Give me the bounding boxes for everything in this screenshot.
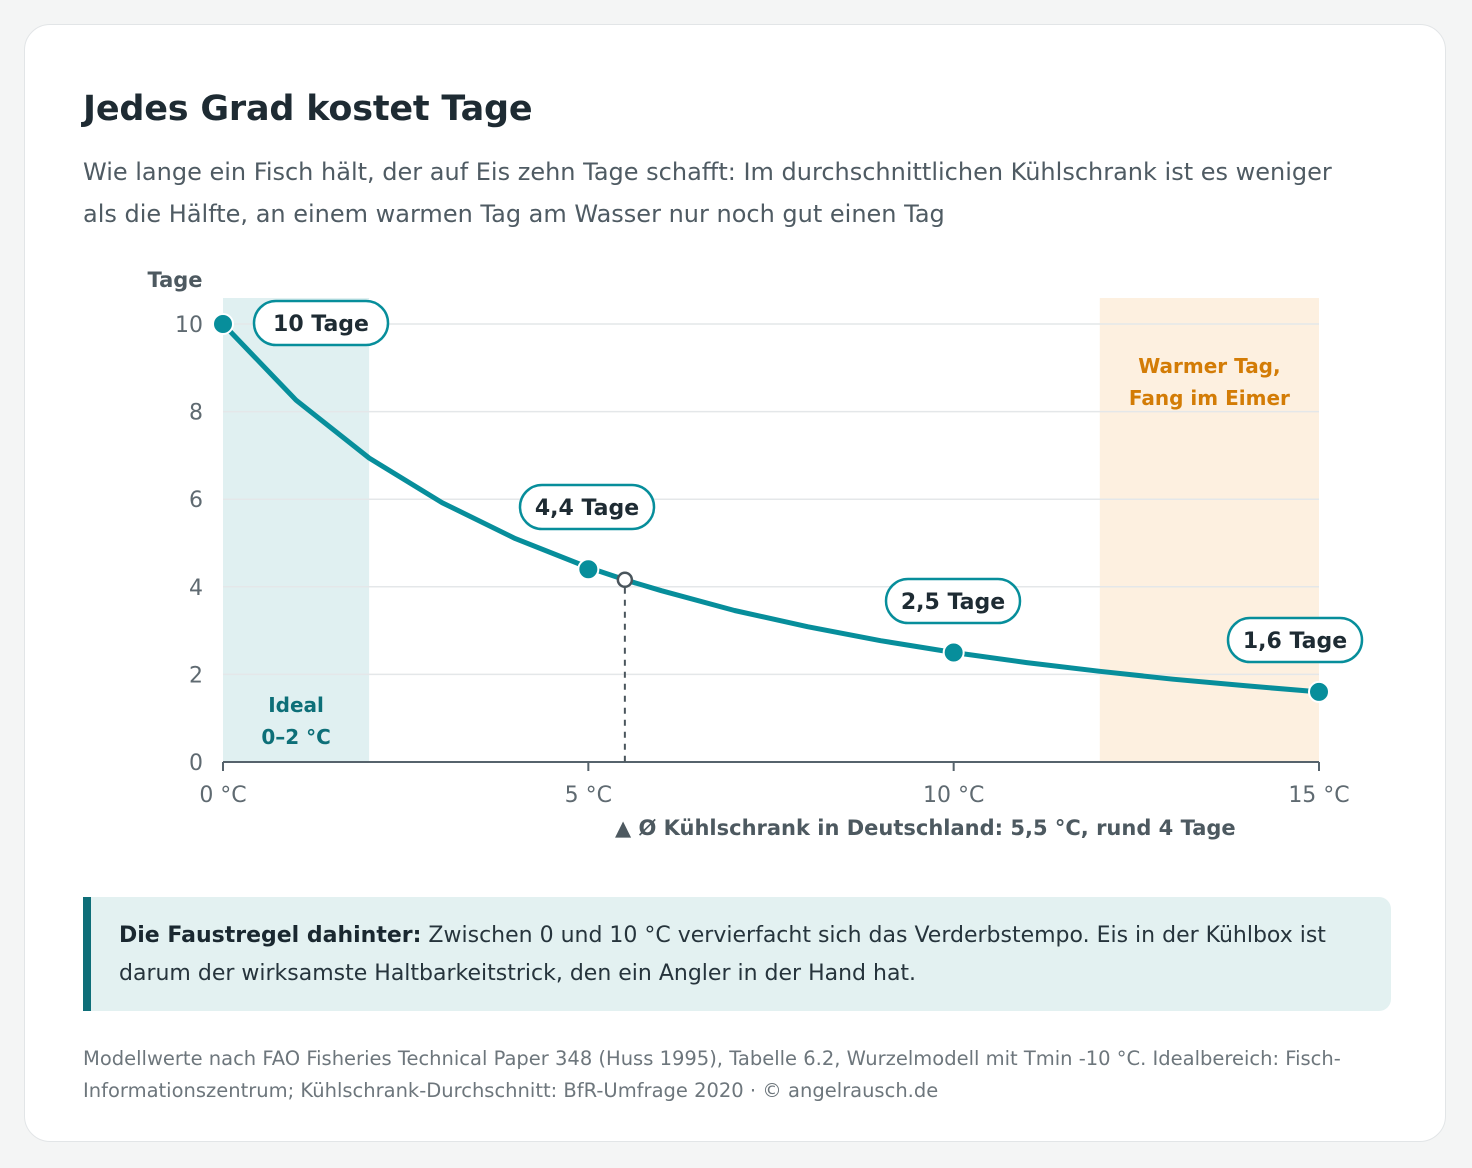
x-tick-label: 15 °C bbox=[1288, 783, 1349, 808]
data-point bbox=[1308, 680, 1330, 703]
x-tick-label: 0 °C bbox=[199, 783, 246, 808]
band-sublabel-ideal: 0–2 °C bbox=[261, 725, 330, 749]
data-point bbox=[942, 641, 965, 664]
y-tick-label: 4 bbox=[189, 576, 203, 601]
data-point bbox=[212, 313, 234, 335]
band-sublabel-warm: Fang im Eimer bbox=[1129, 386, 1290, 410]
data-point bbox=[577, 558, 600, 581]
y-tick-label: 6 bbox=[189, 488, 203, 513]
point-label-pill bbox=[518, 483, 656, 531]
x-tick-label: 5 °C bbox=[565, 783, 612, 808]
y-axis-title: Tage bbox=[147, 268, 202, 292]
shelf-life-chart: Ideal 0–2 °C Warmer Tag, Fang im Eimer 0 2 4 6… bbox=[147, 268, 1364, 840]
y-tick-label: 0 bbox=[189, 751, 203, 776]
rule-of-thumb-note: Die Faustregel dahinter: Zwischen 0 und … bbox=[83, 897, 1391, 1011]
note-lead: Die Faustregel dahinter: bbox=[119, 923, 422, 948]
y-tick-label: 2 bbox=[189, 663, 203, 688]
point-label: 2,5 Tage bbox=[901, 590, 1005, 615]
point-label-pill bbox=[252, 299, 390, 347]
fridge-marker-point bbox=[616, 571, 634, 589]
band-label-ideal: Ideal bbox=[268, 693, 324, 717]
bands-layer: Ideal 0–2 °C Warmer Tag, Fang im Eimer bbox=[223, 298, 1319, 762]
note-text: Zwischen 0 und 10 °C vervierfacht sich d… bbox=[119, 923, 1326, 986]
source-note: Modellwerte nach FAO Fisheries Technical… bbox=[83, 1047, 1341, 1102]
label-layer: ▲ Ø Kühlschrank in Deutschland: 5,5 °C, … bbox=[252, 299, 1364, 840]
band-ideal bbox=[223, 298, 370, 762]
fridge-marker-label: ▲ Ø Kühlschrank in Deutschland: 5,5 °C, … bbox=[615, 816, 1236, 840]
y-tick-label: 8 bbox=[189, 401, 203, 426]
point-label: 10 Tage bbox=[273, 312, 369, 337]
chart-title: Jedes Grad kostet Tage bbox=[83, 89, 533, 129]
y-tick-label: 10 bbox=[175, 313, 203, 338]
chart-card: Jedes Grad kostet Tage Wie lange ein Fis… bbox=[24, 24, 1446, 1142]
point-label: 4,4 Tage bbox=[535, 496, 639, 521]
shelf-life-curve bbox=[220, 321, 1322, 695]
grid-layer bbox=[223, 323, 1319, 676]
chart-subtitle: Wie lange ein Fisch hält, der auf Eis ze… bbox=[83, 158, 1332, 228]
line-layer bbox=[212, 313, 1330, 762]
point-label-pill bbox=[884, 577, 1022, 625]
point-label-pill bbox=[1226, 616, 1364, 664]
point-label: 1,6 Tage bbox=[1243, 629, 1347, 654]
band-label-warm: Warmer Tag, bbox=[1138, 354, 1280, 378]
axis-layer: 0 2 4 6 8 10 Tage 0 °C 5 °C 10 °C 15 °C bbox=[147, 268, 1349, 808]
x-tick-label: 10 °C bbox=[923, 783, 984, 808]
